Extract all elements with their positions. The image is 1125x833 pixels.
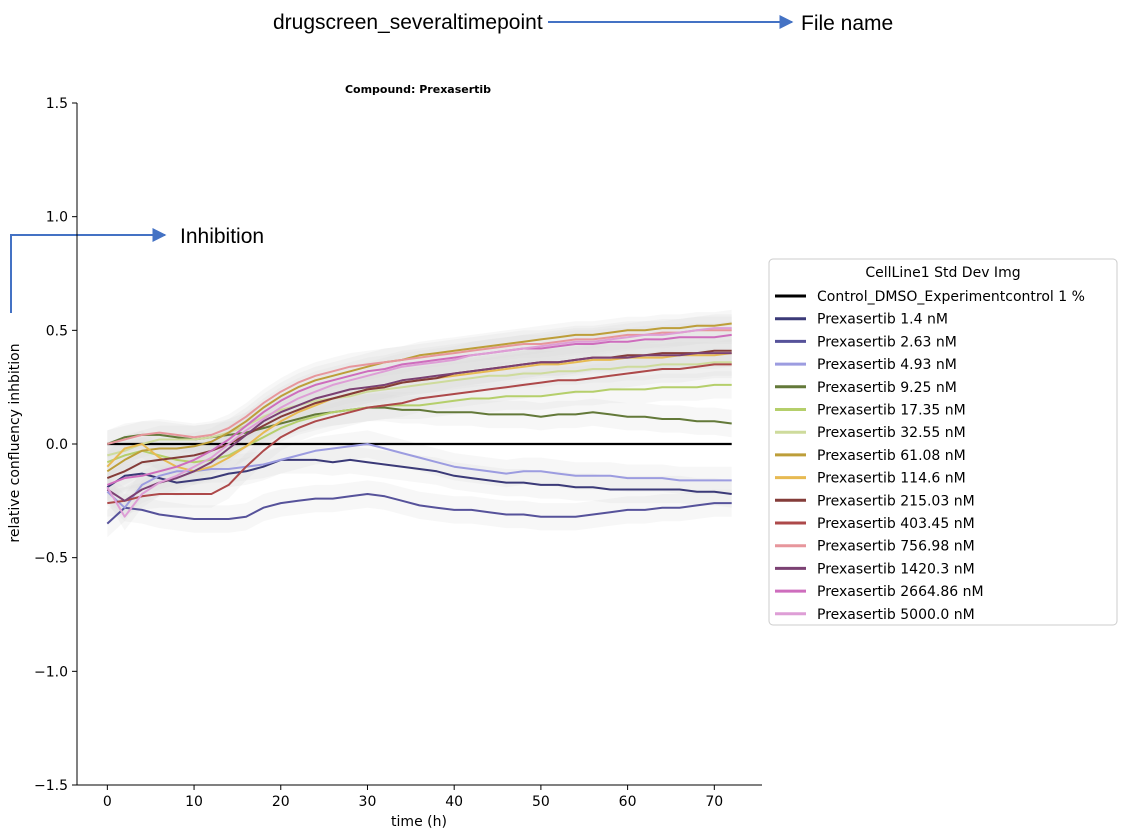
series-line bbox=[106, 493, 732, 525]
legend-label: Prexasertib 9.25 nM bbox=[817, 380, 957, 396]
x-axis-title: time (h) bbox=[391, 814, 447, 830]
series-line bbox=[106, 383, 732, 464]
chart-title: Compound: Prexasertib bbox=[345, 83, 491, 96]
inhibition-label: Inhibition bbox=[180, 225, 264, 248]
y-tick-label: 1.0 bbox=[46, 210, 68, 226]
series-line bbox=[106, 322, 732, 473]
legend-label: Control_DMSO_Experimentcontrol 1 % bbox=[817, 289, 1085, 305]
series-line bbox=[106, 443, 732, 509]
y-tick-label: −1.0 bbox=[34, 664, 68, 680]
series-lines bbox=[106, 322, 732, 525]
x-tick-label: 40 bbox=[445, 794, 463, 810]
y-tick-label: −1.5 bbox=[34, 778, 68, 794]
x-tick-label: 0 bbox=[103, 794, 112, 810]
series-line bbox=[106, 458, 732, 495]
std-band bbox=[107, 430, 732, 522]
x-tick-label: 20 bbox=[272, 794, 290, 810]
legend: CellLine1 Std Dev Img Control_DMSO_Exper… bbox=[768, 258, 1118, 626]
y-axis-title: relative confluency inhbition bbox=[7, 343, 23, 542]
series-line bbox=[106, 352, 732, 502]
legend-label: Prexasertib 1420.3 nM bbox=[817, 561, 975, 577]
legend-title: CellLine1 Std Dev Img bbox=[865, 265, 1020, 281]
x-tick-label: 60 bbox=[619, 794, 637, 810]
series-line bbox=[107, 361, 732, 457]
file-name-value: drugscreen_severaltimepoint bbox=[273, 11, 543, 34]
y-tick-label: 0.0 bbox=[46, 437, 68, 453]
std-band bbox=[107, 348, 732, 469]
x-tick-label: 70 bbox=[705, 794, 723, 810]
legend-label: Prexasertib 403.45 nM bbox=[817, 516, 975, 532]
legend-label: Prexasertib 215.03 nM bbox=[817, 493, 975, 509]
legend-label: Prexasertib 61.08 nM bbox=[817, 448, 966, 464]
y-tick-label: 0.5 bbox=[46, 323, 68, 339]
legend-label: Prexasertib 756.98 nM bbox=[817, 539, 975, 555]
legend-frame bbox=[768, 258, 1118, 626]
legend-label: Prexasertib 4.93 nM bbox=[817, 357, 957, 373]
legend-label: Prexasertib 2664.86 nM bbox=[817, 584, 984, 600]
x-tick-label: 10 bbox=[185, 794, 203, 810]
std-band bbox=[107, 339, 732, 485]
x-tick-label: 50 bbox=[532, 794, 550, 810]
file-name-label: File name bbox=[801, 12, 893, 35]
legend-label: Prexasertib 1.4 nM bbox=[817, 312, 948, 328]
inhibition-arrow bbox=[10, 228, 167, 313]
series-line bbox=[106, 327, 732, 518]
series-line bbox=[106, 333, 732, 486]
std-band bbox=[107, 394, 732, 458]
legend-label: Prexasertib 5000.0 nM bbox=[817, 607, 975, 623]
legend-label: Prexasertib 32.55 nM bbox=[817, 425, 966, 441]
series-line bbox=[107, 329, 732, 445]
x-tick-label: 30 bbox=[359, 794, 377, 810]
legend-items: Control_DMSO_Experimentcontrol 1 % Prexas… bbox=[775, 289, 1085, 623]
std-dev-bands bbox=[107, 309, 732, 538]
legend-label: Prexasertib 17.35 nM bbox=[817, 403, 966, 419]
x-ticks: 0 10 20 30 40 50 60 70 bbox=[103, 785, 723, 810]
std-band bbox=[107, 446, 732, 508]
y-tick-label: −0.5 bbox=[34, 551, 68, 567]
series-line bbox=[107, 363, 732, 505]
legend-label: Prexasertib 2.63 nM bbox=[817, 334, 957, 350]
y-ticks: −1.5 −1.0 −0.5 0.0 0.5 1.0 1.5 bbox=[34, 96, 77, 794]
std-band bbox=[107, 480, 732, 538]
y-tick-label: 1.5 bbox=[46, 96, 68, 112]
std-band bbox=[107, 316, 732, 458]
legend-label: Prexasertib 114.6 nM bbox=[817, 471, 966, 487]
